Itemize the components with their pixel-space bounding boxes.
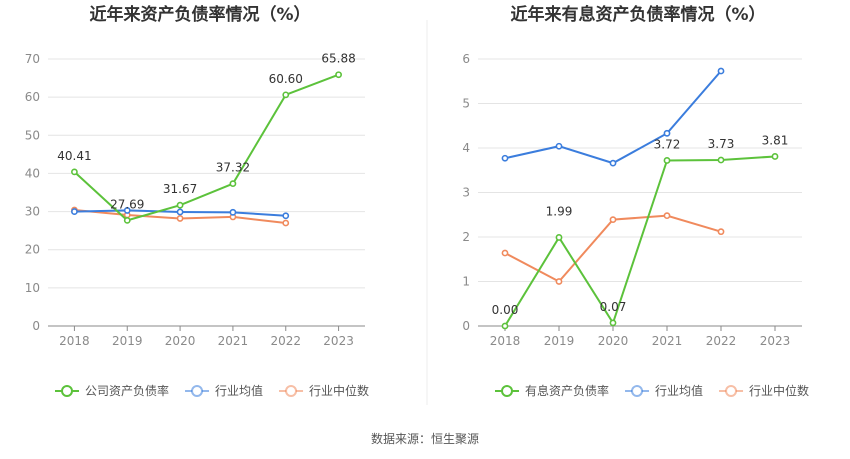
x-tick-label: 2020 bbox=[165, 334, 196, 348]
legend-label[interactable]: 行业均值 bbox=[655, 383, 703, 398]
legend-swatch-marker[interactable] bbox=[61, 385, 73, 397]
data-point bbox=[609, 319, 617, 327]
series-line bbox=[504, 70, 722, 165]
y-tick-label: 20 bbox=[25, 243, 40, 257]
data-label: 31.67 bbox=[163, 182, 197, 196]
y-tick-label: 10 bbox=[25, 281, 40, 295]
y-tick-label: 1 bbox=[462, 275, 470, 289]
data-point bbox=[282, 219, 290, 227]
data-label: 65.88 bbox=[321, 52, 355, 66]
data-point bbox=[176, 208, 184, 216]
legend-label[interactable]: 公司资产负债率 bbox=[85, 383, 169, 398]
legend-swatch-marker[interactable] bbox=[285, 385, 298, 397]
data-point bbox=[282, 91, 290, 99]
data-point bbox=[609, 159, 617, 167]
x-tick-label: 2018 bbox=[490, 334, 521, 348]
series-line bbox=[504, 155, 776, 327]
data-point bbox=[71, 208, 78, 215]
data-label: 3.81 bbox=[762, 133, 789, 147]
data-label: 3.72 bbox=[654, 137, 681, 151]
data-point bbox=[123, 216, 131, 224]
data-point bbox=[663, 157, 671, 164]
y-tick-label: 70 bbox=[25, 52, 40, 66]
chart-title: 近年来资产负债率情况（%） bbox=[89, 4, 310, 25]
data-source-note: 数据来源：恒生聚源 bbox=[371, 431, 479, 446]
data-point bbox=[282, 212, 290, 220]
legend-swatch-marker[interactable] bbox=[725, 385, 738, 397]
data-point bbox=[771, 153, 779, 160]
data-label: 0.00 bbox=[492, 303, 519, 317]
x-tick-label: 2021 bbox=[652, 334, 683, 348]
series-line bbox=[73, 73, 339, 222]
data-point bbox=[229, 208, 237, 216]
data-point bbox=[717, 67, 725, 75]
chart-panel-interest-bearing-debt-ratio: 近年来有息资产负债率情况（%） 0 1 2 3 4 5 6 2018 2019 2020 2021 20… bbox=[462, 4, 809, 398]
data-point bbox=[501, 249, 509, 257]
y-tick-label: 30 bbox=[25, 205, 40, 219]
legend-label[interactable]: 行业中位数 bbox=[309, 383, 369, 398]
y-tick-label: 3 bbox=[462, 186, 470, 200]
data-point bbox=[555, 234, 563, 241]
legend-label[interactable]: 行业均值 bbox=[215, 383, 263, 398]
data-point bbox=[609, 216, 617, 224]
legend-label[interactable]: 有息资产负债率 bbox=[525, 383, 609, 398]
chart-title: 近年来有息资产负债率情况（%） bbox=[510, 4, 765, 25]
legend-swatch-marker[interactable] bbox=[501, 385, 513, 397]
data-point bbox=[123, 207, 131, 214]
chart-panel-debt-ratio: 近年来资产负债率情况（%） 0 10 20 30 40 50 60 70 2018 2019 2020… bbox=[25, 4, 369, 398]
data-point bbox=[717, 156, 725, 164]
data-point bbox=[663, 129, 671, 137]
data-point bbox=[229, 180, 237, 188]
data-label: 3.73 bbox=[708, 137, 735, 151]
data-point bbox=[501, 322, 509, 330]
y-tick-label: 4 bbox=[462, 141, 470, 155]
x-tick-label: 2022 bbox=[270, 334, 301, 348]
y-tick-label: 2 bbox=[462, 230, 470, 244]
x-tick-label: 2019 bbox=[112, 334, 143, 348]
legend-swatch-marker[interactable] bbox=[191, 385, 204, 397]
data-point bbox=[176, 201, 184, 209]
y-tick-label: 5 bbox=[462, 97, 470, 111]
legend-label[interactable]: 行业中位数 bbox=[749, 383, 809, 398]
x-tick-label: 2018 bbox=[59, 334, 90, 348]
x-tick-label: 2023 bbox=[323, 334, 354, 348]
x-tick-label: 2021 bbox=[218, 334, 249, 348]
y-tick-label: 0 bbox=[462, 319, 470, 333]
data-point bbox=[555, 142, 563, 150]
data-point bbox=[176, 215, 184, 222]
x-tick-label: 2019 bbox=[544, 334, 575, 348]
legend-swatch-marker[interactable] bbox=[631, 385, 644, 397]
x-tick-label: 2022 bbox=[706, 334, 737, 348]
data-label: 0.07 bbox=[600, 300, 627, 314]
data-point bbox=[335, 71, 342, 79]
data-point bbox=[663, 212, 671, 220]
y-tick-label: 6 bbox=[462, 52, 470, 66]
data-label: 27.69 bbox=[110, 197, 144, 211]
x-tick-label: 2023 bbox=[760, 334, 791, 348]
data-label: 60.60 bbox=[269, 72, 303, 86]
data-label: 40.41 bbox=[57, 149, 91, 163]
data-point bbox=[717, 228, 725, 236]
data-point bbox=[501, 154, 509, 162]
data-label: 1.99 bbox=[546, 204, 573, 218]
data-point bbox=[555, 278, 563, 285]
y-tick-label: 0 bbox=[32, 319, 40, 333]
y-tick-label: 40 bbox=[25, 166, 40, 180]
y-tick-label: 50 bbox=[25, 128, 40, 142]
data-label: 37.32 bbox=[216, 161, 250, 175]
x-tick-label: 2020 bbox=[598, 334, 629, 348]
y-tick-label: 60 bbox=[25, 90, 40, 104]
data-point bbox=[71, 168, 78, 176]
